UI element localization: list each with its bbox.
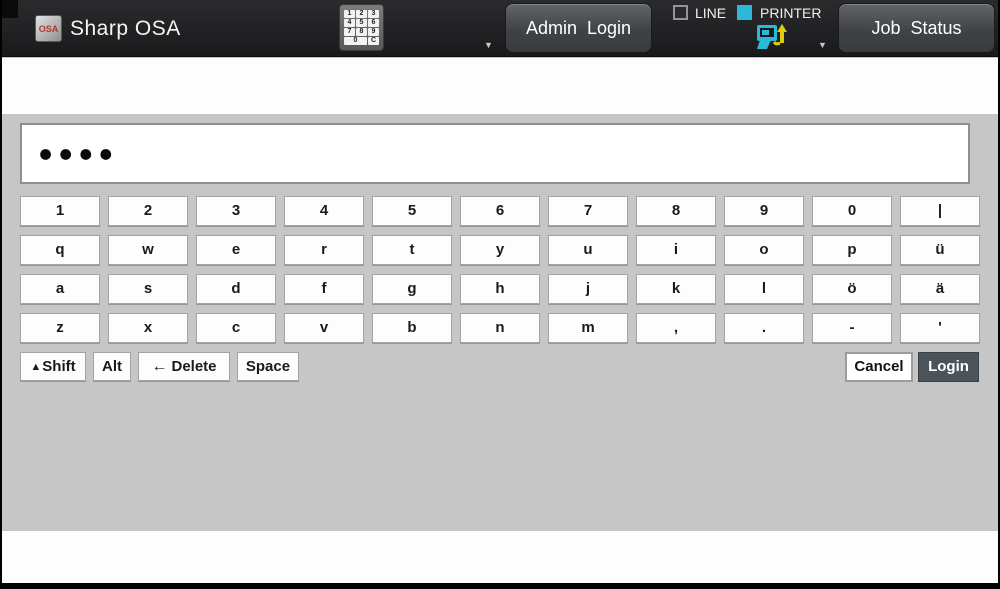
key-1[interactable]: 1 — [20, 196, 100, 226]
key-a[interactable]: a — [20, 274, 100, 304]
key-hyphen[interactable]: - — [812, 313, 892, 343]
key-u-umlaut[interactable]: ü — [900, 235, 980, 265]
lower-white-band — [2, 531, 998, 583]
keypad-cell: 9 — [368, 28, 379, 36]
printer-status-indicator — [737, 5, 752, 20]
shift-button[interactable]: ▲Shift — [20, 352, 86, 381]
key-4[interactable]: 4 — [284, 196, 364, 226]
keyboard-row-home: a s d f g h j k l ö ä — [20, 274, 980, 304]
key-q[interactable]: q — [20, 235, 100, 265]
keypad-cell: 5 — [356, 19, 367, 27]
line-status-label: LINE — [695, 5, 727, 21]
key-j[interactable]: j — [548, 274, 628, 304]
keyboard-row-bottom: z x c v b n m , . - ' — [20, 313, 980, 343]
key-9[interactable]: 9 — [724, 196, 804, 226]
key-s[interactable]: s — [108, 274, 188, 304]
key-8[interactable]: 8 — [636, 196, 716, 226]
key-period[interactable]: . — [724, 313, 804, 343]
top-bar: OSA Sharp OSA 1 2 3 4 5 6 7 8 9 0 C ▼ Ad… — [0, 0, 1000, 57]
alt-button[interactable]: Alt — [93, 352, 131, 381]
key-2[interactable]: 2 — [108, 196, 188, 226]
key-r[interactable]: r — [284, 235, 364, 265]
keypad-cell-clear: C — [368, 37, 379, 45]
password-masked-value: ●●●● — [38, 139, 119, 167]
key-x[interactable]: x — [108, 313, 188, 343]
key-n[interactable]: n — [460, 313, 540, 343]
key-p[interactable]: p — [812, 235, 892, 265]
printer-status-label: PRINTER — [760, 5, 822, 21]
key-7[interactable]: 7 — [548, 196, 628, 226]
job-status-button[interactable]: Job Status — [838, 3, 995, 53]
upper-white-band — [2, 58, 998, 114]
key-h[interactable]: h — [460, 274, 540, 304]
chevron-down-icon[interactable]: ▼ — [818, 40, 827, 50]
key-a-umlaut[interactable]: ä — [900, 274, 980, 304]
keyboard-row-qwerty: q w e r t y u i o p ü — [20, 235, 980, 265]
key-l[interactable]: l — [724, 274, 804, 304]
login-button[interactable]: Login — [918, 352, 979, 382]
line-status-indicator — [673, 5, 688, 20]
key-pipe[interactable]: | — [900, 196, 980, 226]
app-title: Sharp OSA — [70, 17, 181, 40]
key-d[interactable]: d — [196, 274, 276, 304]
cancel-button[interactable]: Cancel — [845, 352, 913, 382]
key-comma[interactable]: , — [636, 313, 716, 343]
frame-edge-right — [998, 0, 1000, 589]
key-w[interactable]: w — [108, 235, 188, 265]
key-3[interactable]: 3 — [196, 196, 276, 226]
key-z[interactable]: z — [20, 313, 100, 343]
osa-app-icon-label: OSA — [38, 23, 59, 34]
key-apostrophe[interactable]: ' — [900, 313, 980, 343]
osa-app-icon: OSA — [35, 15, 62, 42]
backspace-arrow-icon: ← — [151, 358, 168, 375]
keypad-cell: 6 — [368, 19, 379, 27]
key-c[interactable]: c — [196, 313, 276, 343]
key-g[interactable]: g — [372, 274, 452, 304]
keyboard-row-digits: 1 2 3 4 5 6 7 8 9 0 | — [20, 196, 980, 226]
key-f[interactable]: f — [284, 274, 364, 304]
keypad-cell: 8 — [356, 28, 367, 36]
keypad-cell: 3 — [368, 10, 379, 18]
keypad-cell: 2 — [356, 10, 367, 18]
key-t[interactable]: t — [372, 235, 452, 265]
key-u[interactable]: u — [548, 235, 628, 265]
frame-edge-bottom — [0, 583, 1000, 589]
chevron-down-icon[interactable]: ▼ — [484, 40, 493, 50]
key-m[interactable]: m — [548, 313, 628, 343]
key-0[interactable]: 0 — [812, 196, 892, 226]
numeric-keypad-icon[interactable]: 1 2 3 4 5 6 7 8 9 0 C — [339, 4, 384, 51]
key-5[interactable]: 5 — [372, 196, 452, 226]
keypad-cell: 7 — [344, 28, 355, 36]
keypad-cell-zero: 0 — [344, 37, 367, 45]
key-6[interactable]: 6 — [460, 196, 540, 226]
space-button[interactable]: Space — [237, 352, 299, 381]
key-o[interactable]: o — [724, 235, 804, 265]
corner-notch — [0, 0, 18, 18]
key-k[interactable]: k — [636, 274, 716, 304]
delete-label: Delete — [171, 358, 217, 375]
admin-login-button[interactable]: Admin Login — [505, 3, 652, 53]
shift-label: Shift — [42, 358, 76, 375]
key-e[interactable]: e — [196, 235, 276, 265]
printer-data-icon — [757, 24, 787, 49]
key-v[interactable]: v — [284, 313, 364, 343]
keypad-cell: 4 — [344, 19, 355, 27]
key-o-umlaut[interactable]: ö — [812, 274, 892, 304]
key-i[interactable]: i — [636, 235, 716, 265]
key-y[interactable]: y — [460, 235, 540, 265]
key-b[interactable]: b — [372, 313, 452, 343]
password-input[interactable]: ●●●● — [20, 123, 970, 184]
delete-button[interactable]: ← Delete — [138, 352, 230, 381]
frame-edge-left — [0, 0, 2, 589]
keypad-cell: 1 — [344, 10, 355, 18]
shift-arrow-icon: ▲ — [30, 361, 42, 373]
